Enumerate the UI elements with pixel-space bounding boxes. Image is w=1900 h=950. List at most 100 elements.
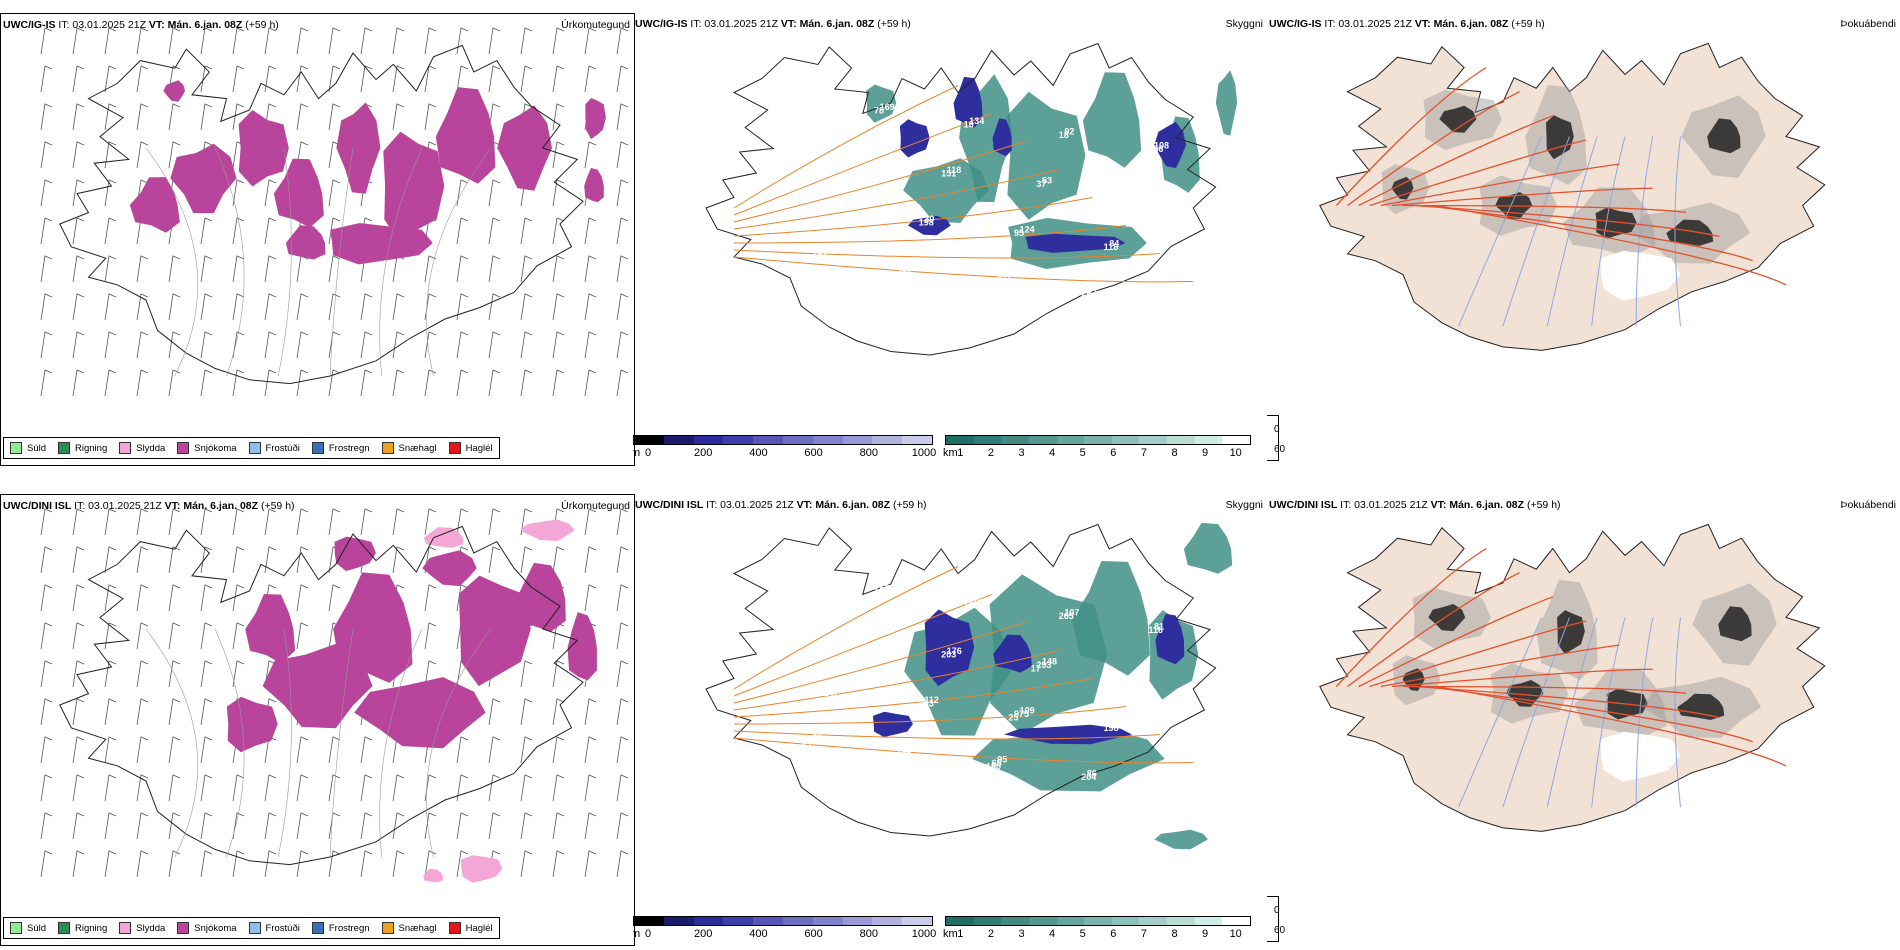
wind-barb <box>264 293 277 321</box>
legend-item: Snæhagl <box>381 442 437 454</box>
wind-barb <box>392 27 405 55</box>
cloud-base-label: 176 <box>947 646 962 656</box>
cloud-base-label: 65 <box>992 758 1002 768</box>
wind-barb <box>40 141 53 169</box>
legend-item: Haglél <box>448 442 493 454</box>
topo-line <box>277 147 292 377</box>
panel-header: UWC/DINI ISL IT: 03.01.2025 21Z VT: Mán.… <box>1 497 634 515</box>
init-time: IT: 03.01.2025 21Z <box>706 499 794 511</box>
cloud-base-label: 109 <box>1020 706 1035 716</box>
wind-barb <box>360 331 373 359</box>
wind-barb <box>200 850 213 878</box>
wind-barb <box>168 584 181 612</box>
wind-barb <box>72 622 85 650</box>
wind-barb <box>488 331 501 359</box>
wind-barb <box>232 850 245 878</box>
road-line <box>733 256 1194 283</box>
wind-barb <box>584 217 597 245</box>
wind-barb <box>488 179 501 207</box>
wind-barb <box>168 774 181 802</box>
wind-barb <box>232 293 245 321</box>
low-visibility-area <box>1072 561 1150 676</box>
wind-barb <box>296 508 309 536</box>
cloud-base-label: 203 <box>919 699 934 709</box>
wind-barb <box>104 622 117 650</box>
colorbar-segment <box>663 436 694 444</box>
wind-barb <box>456 850 469 878</box>
wind-barb <box>456 774 469 802</box>
wind-barb <box>40 255 53 283</box>
wind-barb <box>72 508 85 536</box>
wind-barb <box>616 369 629 397</box>
cloud-base-label: 81 <box>1154 622 1164 632</box>
colorbar-segment <box>663 917 694 925</box>
road-line <box>1402 204 1687 214</box>
topo-line <box>145 628 199 858</box>
wind-barb <box>392 293 405 321</box>
wind-barb <box>616 293 629 321</box>
wind-barb <box>168 850 181 878</box>
colorbar-tick: 1 <box>957 928 964 940</box>
colorbar-segment <box>1167 917 1195 925</box>
visibility-colorbar: 1 2 3 4 5 6 7 8 9 10 km <box>943 916 1251 946</box>
cloud-base-label: 17 <box>1031 664 1041 674</box>
fog-low-label: 60 <box>1274 443 1286 455</box>
cloud-base-label: 11 <box>1171 576 1181 586</box>
road-line <box>733 141 1026 223</box>
wind-barb <box>520 65 533 93</box>
colorbar-segment <box>973 917 1002 925</box>
legend-label: Rigning <box>75 922 108 934</box>
road-line <box>1391 187 1653 207</box>
wind-barb <box>104 812 117 840</box>
low-visibility-area <box>1007 91 1086 220</box>
wind-barb <box>200 546 213 574</box>
visibility-map: 2009584109103148185107628613515411294176… <box>705 522 1233 850</box>
colorbar-segment <box>1084 436 1112 444</box>
precip-legend: Súld Rigning Slydda Snjókoma Frostúði Frostre… <box>3 917 500 939</box>
wind-barb <box>40 27 53 55</box>
wind-barb <box>360 774 373 802</box>
road-line <box>1347 572 1520 688</box>
fog-legend: 0 60 <box>1267 415 1285 461</box>
cloud-base-area <box>872 711 913 738</box>
snow-area <box>285 225 326 260</box>
wind-barb <box>520 331 533 359</box>
legend-label: Haglél <box>465 922 493 934</box>
wind-barb <box>328 293 341 321</box>
colorbar-tick: 6 <box>1110 447 1117 459</box>
wind-barb <box>168 103 181 131</box>
wind-barb <box>136 736 149 764</box>
precip-map <box>40 508 629 883</box>
low-visibility-area <box>1215 70 1238 136</box>
legend-swatch <box>248 442 261 454</box>
glacier-area <box>1600 731 1681 782</box>
cloud-base-label: 85 <box>829 204 839 214</box>
fog-low-label: 60 <box>1274 924 1286 936</box>
wind-barb <box>520 736 533 764</box>
cloud-base-label: 94 <box>801 737 811 747</box>
cloud-base-label: 639 <box>807 734 822 744</box>
colorbar-tick: 600 <box>804 928 823 940</box>
wind-barb <box>232 217 245 245</box>
wind-barb <box>232 255 245 283</box>
snow-area <box>422 550 477 587</box>
topo-line <box>426 147 492 377</box>
snow-area <box>163 80 186 102</box>
model-name: UWC/DINI ISL <box>635 499 704 511</box>
wind-barb <box>104 331 117 359</box>
wind-barb <box>584 255 597 283</box>
cloud-base-label: 147 <box>824 688 839 698</box>
snow-area <box>584 168 604 203</box>
cloud-base-label: 95 <box>997 755 1007 765</box>
wind-barb <box>296 546 309 574</box>
wind-barb <box>104 508 117 536</box>
colorbar-segment <box>1111 917 1140 925</box>
wind-barb <box>200 65 213 93</box>
cloud-base-area <box>1025 233 1126 253</box>
wind-barb <box>40 850 53 878</box>
colorbar-tick: 800 <box>859 928 878 940</box>
wind-barb <box>72 331 85 359</box>
colorbar-tick: 5 <box>1079 447 1086 459</box>
colorbar-segment <box>902 436 932 444</box>
colorbar-segment <box>1028 917 1057 925</box>
